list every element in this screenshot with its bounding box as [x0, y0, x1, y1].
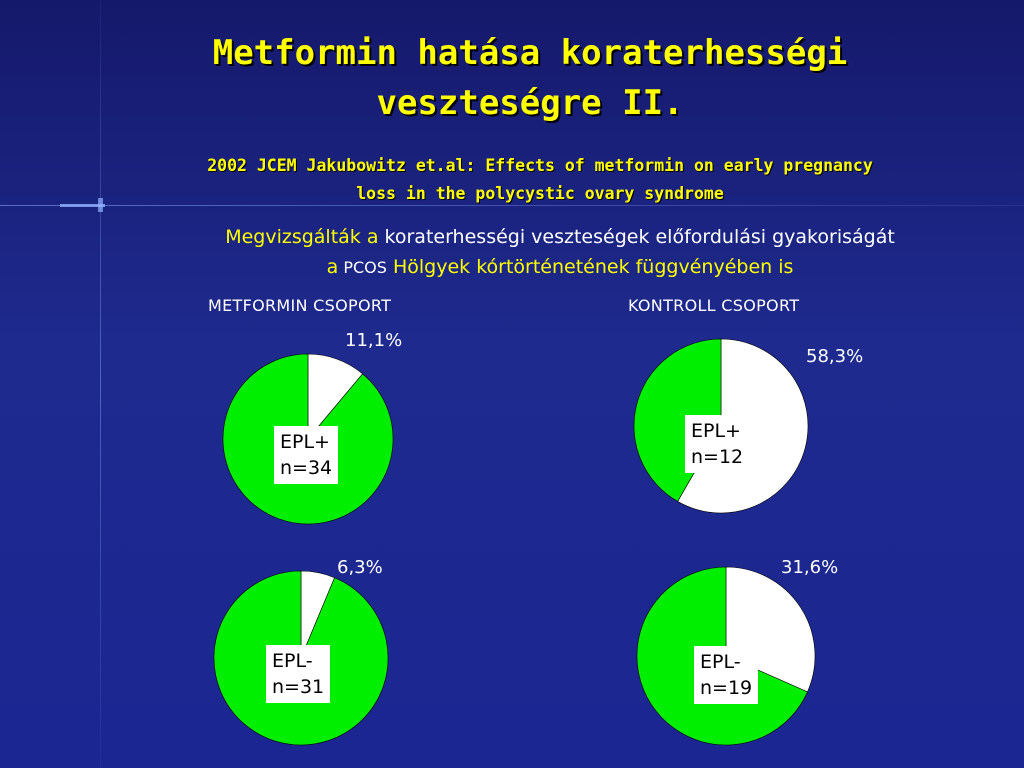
pie-label-line-1: EPL+ [691, 420, 741, 442]
pie-label-line-1: EPL+ [280, 431, 330, 453]
pie-label-box: EPL- n=19 [694, 646, 759, 704]
pie-annotation: 31,6% [781, 557, 839, 578]
intro-part-3: a [326, 256, 339, 278]
slide-subtitle: 2002 JCEM Jakubowitz et.al: Effects of m… [130, 152, 950, 208]
decorative-accent-bar [60, 204, 105, 207]
intro-text: Megvizsgálták a koraterhességi veszteség… [110, 222, 1010, 283]
intro-part-2: koraterhességi veszteségek előfordulási … [378, 226, 895, 248]
pie-label-line-2: n=19 [700, 677, 753, 699]
group-label-control: KONTROLL CSOPORT [628, 296, 800, 315]
pie-label-box: EPL- n=31 [266, 645, 331, 703]
decorative-horizontal-line [0, 205, 1024, 206]
pie-label-box: EPL+ n=34 [274, 426, 339, 484]
subtitle-line-2: loss in the polycystic ovary syndrome [356, 184, 724, 203]
pie-annotation: 58,3% [806, 346, 864, 367]
decorative-accent-dot [98, 198, 103, 212]
slide-title: Metformin hatása koraterhességi vesztesé… [120, 28, 940, 128]
slide-title-line-1: Metformin hatása koraterhességi [212, 33, 848, 73]
pie-annotation: 11,1% [345, 330, 403, 351]
decorative-vertical-line [100, 0, 101, 768]
slide-title-line-2: veszteségre II. [376, 83, 684, 123]
intro-part-4: PCOS [338, 258, 387, 277]
group-label-metformin: METFORMIN CSOPORT [208, 296, 392, 315]
pie-label-line-1: EPL- [700, 651, 741, 673]
intro-part-1: Megvizsgálták a [225, 226, 379, 248]
pie-label-line-2: n=31 [272, 676, 325, 698]
pie-label-line-1: EPL- [272, 650, 313, 672]
pie-label-line-2: n=12 [691, 446, 744, 468]
pie-label-line-2: n=34 [280, 457, 333, 479]
pie-label-box: EPL+ n=12 [685, 415, 750, 473]
pie-annotation: 6,3% [337, 557, 383, 578]
intro-part-5: Hölgyek kórtörténetének függvényében is [386, 256, 794, 278]
subtitle-line-1: 2002 JCEM Jakubowitz et.al: Effects of m… [207, 156, 873, 175]
